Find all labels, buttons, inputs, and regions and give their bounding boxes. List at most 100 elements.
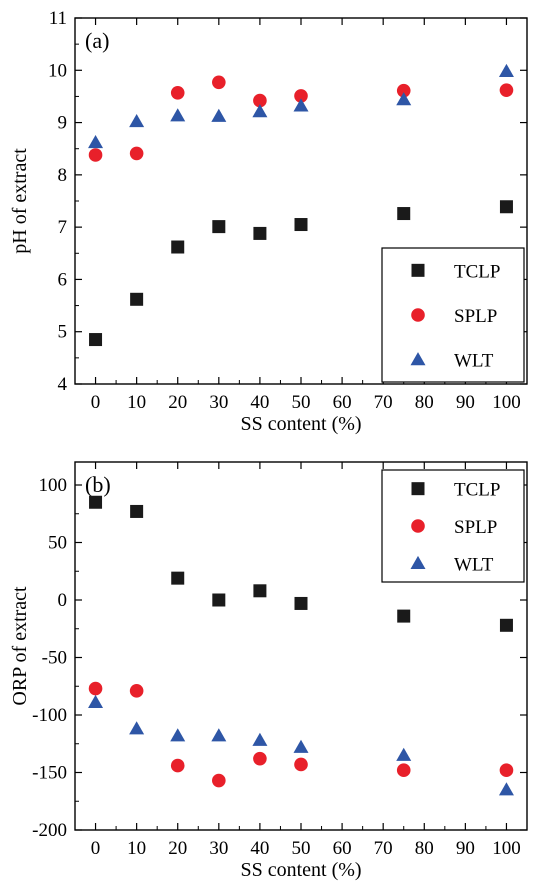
panel-label: (b) bbox=[85, 472, 111, 497]
data-point-wlt bbox=[396, 747, 412, 761]
data-point-wlt bbox=[252, 732, 268, 746]
data-point-splp bbox=[212, 75, 226, 90]
x-tick-label: 60 bbox=[333, 838, 352, 859]
y-tick-label: 8 bbox=[58, 165, 68, 186]
y-tick-label: -200 bbox=[32, 820, 67, 841]
legend: TCLP SPLP WLT bbox=[381, 469, 525, 583]
y-axis-label: ORP of extract bbox=[9, 586, 31, 706]
x-tick-label: 0 bbox=[91, 838, 101, 859]
x-tick-label: 90 bbox=[456, 392, 475, 413]
series-splp bbox=[88, 681, 514, 788]
x-tick-label: 100 bbox=[492, 838, 521, 859]
data-point-tclp bbox=[397, 609, 411, 623]
data-point-wlt bbox=[293, 98, 309, 112]
data-point-tclp bbox=[294, 596, 308, 610]
legend-box bbox=[381, 247, 525, 383]
data-point-wlt bbox=[129, 721, 145, 735]
x-tick-label: 20 bbox=[168, 838, 187, 859]
y-tick-label: 4 bbox=[58, 374, 68, 395]
data-point-wlt bbox=[211, 728, 227, 742]
data-point-splp bbox=[170, 758, 185, 773]
legend-marker-splp bbox=[411, 308, 425, 322]
data-point-wlt bbox=[88, 694, 104, 708]
x-tick-label: 10 bbox=[127, 392, 146, 413]
x-axis-label: SS content (%) bbox=[240, 413, 361, 435]
legend-marker-wlt bbox=[410, 555, 426, 569]
data-point-tclp bbox=[397, 207, 411, 221]
y-tick-label: 5 bbox=[58, 322, 68, 343]
series-wlt bbox=[88, 63, 514, 149]
data-point-splp bbox=[88, 148, 103, 162]
x-tick-label: 40 bbox=[250, 392, 269, 413]
x-tick-label: 90 bbox=[456, 838, 475, 859]
series-splp bbox=[88, 75, 514, 162]
x-tick-label: 30 bbox=[209, 392, 228, 413]
legend-label-splp: SPLP bbox=[454, 306, 497, 327]
data-point-tclp bbox=[499, 200, 513, 214]
x-tick-label: 50 bbox=[292, 392, 311, 413]
y-tick-label: 100 bbox=[39, 475, 68, 496]
data-point-wlt bbox=[170, 728, 186, 742]
y-tick-label: 10 bbox=[48, 60, 67, 81]
legend-label-wlt: WLT bbox=[454, 351, 494, 372]
x-tick-label: 30 bbox=[209, 838, 228, 859]
data-point-splp bbox=[129, 684, 144, 698]
y-tick-label: 0 bbox=[58, 590, 68, 611]
y-tick-label: 9 bbox=[58, 113, 68, 134]
x-tick-label: 80 bbox=[415, 838, 434, 859]
data-point-wlt bbox=[170, 108, 186, 122]
data-point-splp bbox=[396, 83, 411, 98]
series-tclp bbox=[89, 495, 513, 632]
data-point-splp bbox=[212, 773, 226, 788]
legend: TCLP SPLP WLT bbox=[381, 247, 525, 383]
y-axis-label: pH of extract bbox=[9, 148, 31, 254]
data-point-splp bbox=[170, 85, 185, 100]
y-tick-label: 6 bbox=[58, 269, 68, 290]
data-point-splp bbox=[253, 93, 267, 108]
data-point-tclp bbox=[89, 495, 103, 509]
data-point-splp bbox=[294, 89, 308, 103]
x-tick-label: 0 bbox=[91, 392, 101, 413]
data-point-wlt bbox=[252, 104, 268, 118]
data-point-tclp bbox=[130, 292, 144, 306]
data-point-wlt bbox=[396, 92, 412, 106]
panel-label: (a) bbox=[85, 28, 109, 53]
y-tick-label: -150 bbox=[32, 763, 67, 784]
legend-label-tclp: TCLP bbox=[454, 261, 500, 282]
x-tick-label: 20 bbox=[168, 392, 187, 413]
legend-label-tclp: TCLP bbox=[454, 480, 500, 501]
y-tick-label: 7 bbox=[58, 217, 68, 238]
y-tick-label: 50 bbox=[48, 533, 67, 554]
legend-marker-wlt bbox=[410, 352, 426, 366]
data-point-splp bbox=[253, 751, 267, 766]
data-point-tclp bbox=[212, 593, 226, 607]
x-tick-label: 50 bbox=[292, 838, 311, 859]
data-point-tclp bbox=[294, 218, 308, 232]
legend-marker-tclp bbox=[411, 482, 425, 496]
data-point-splp bbox=[499, 763, 514, 777]
data-point-splp bbox=[88, 681, 103, 696]
x-tick-label: 100 bbox=[492, 392, 521, 413]
data-point-splp bbox=[129, 146, 144, 161]
data-point-wlt bbox=[88, 134, 104, 149]
x-axis-label: SS content (%) bbox=[240, 859, 361, 881]
x-tick-label: 80 bbox=[415, 392, 434, 413]
data-point-wlt bbox=[129, 114, 145, 128]
data-point-wlt bbox=[498, 63, 514, 77]
data-point-wlt bbox=[498, 782, 514, 796]
data-point-splp bbox=[294, 757, 308, 772]
x-tick-label: 60 bbox=[333, 392, 352, 413]
data-point-wlt bbox=[293, 739, 309, 753]
data-point-tclp bbox=[171, 571, 185, 585]
y-tick-label: -100 bbox=[32, 705, 67, 726]
x-tick-label: 70 bbox=[374, 838, 393, 859]
x-tick-label: 70 bbox=[374, 392, 393, 413]
data-point-wlt bbox=[211, 108, 227, 122]
legend-marker-tclp bbox=[411, 263, 425, 277]
data-point-splp bbox=[499, 83, 514, 97]
x-tick-label: 10 bbox=[127, 838, 146, 859]
data-point-tclp bbox=[130, 504, 144, 518]
legend-box bbox=[381, 469, 525, 583]
legend-label-wlt: WLT bbox=[454, 554, 494, 575]
